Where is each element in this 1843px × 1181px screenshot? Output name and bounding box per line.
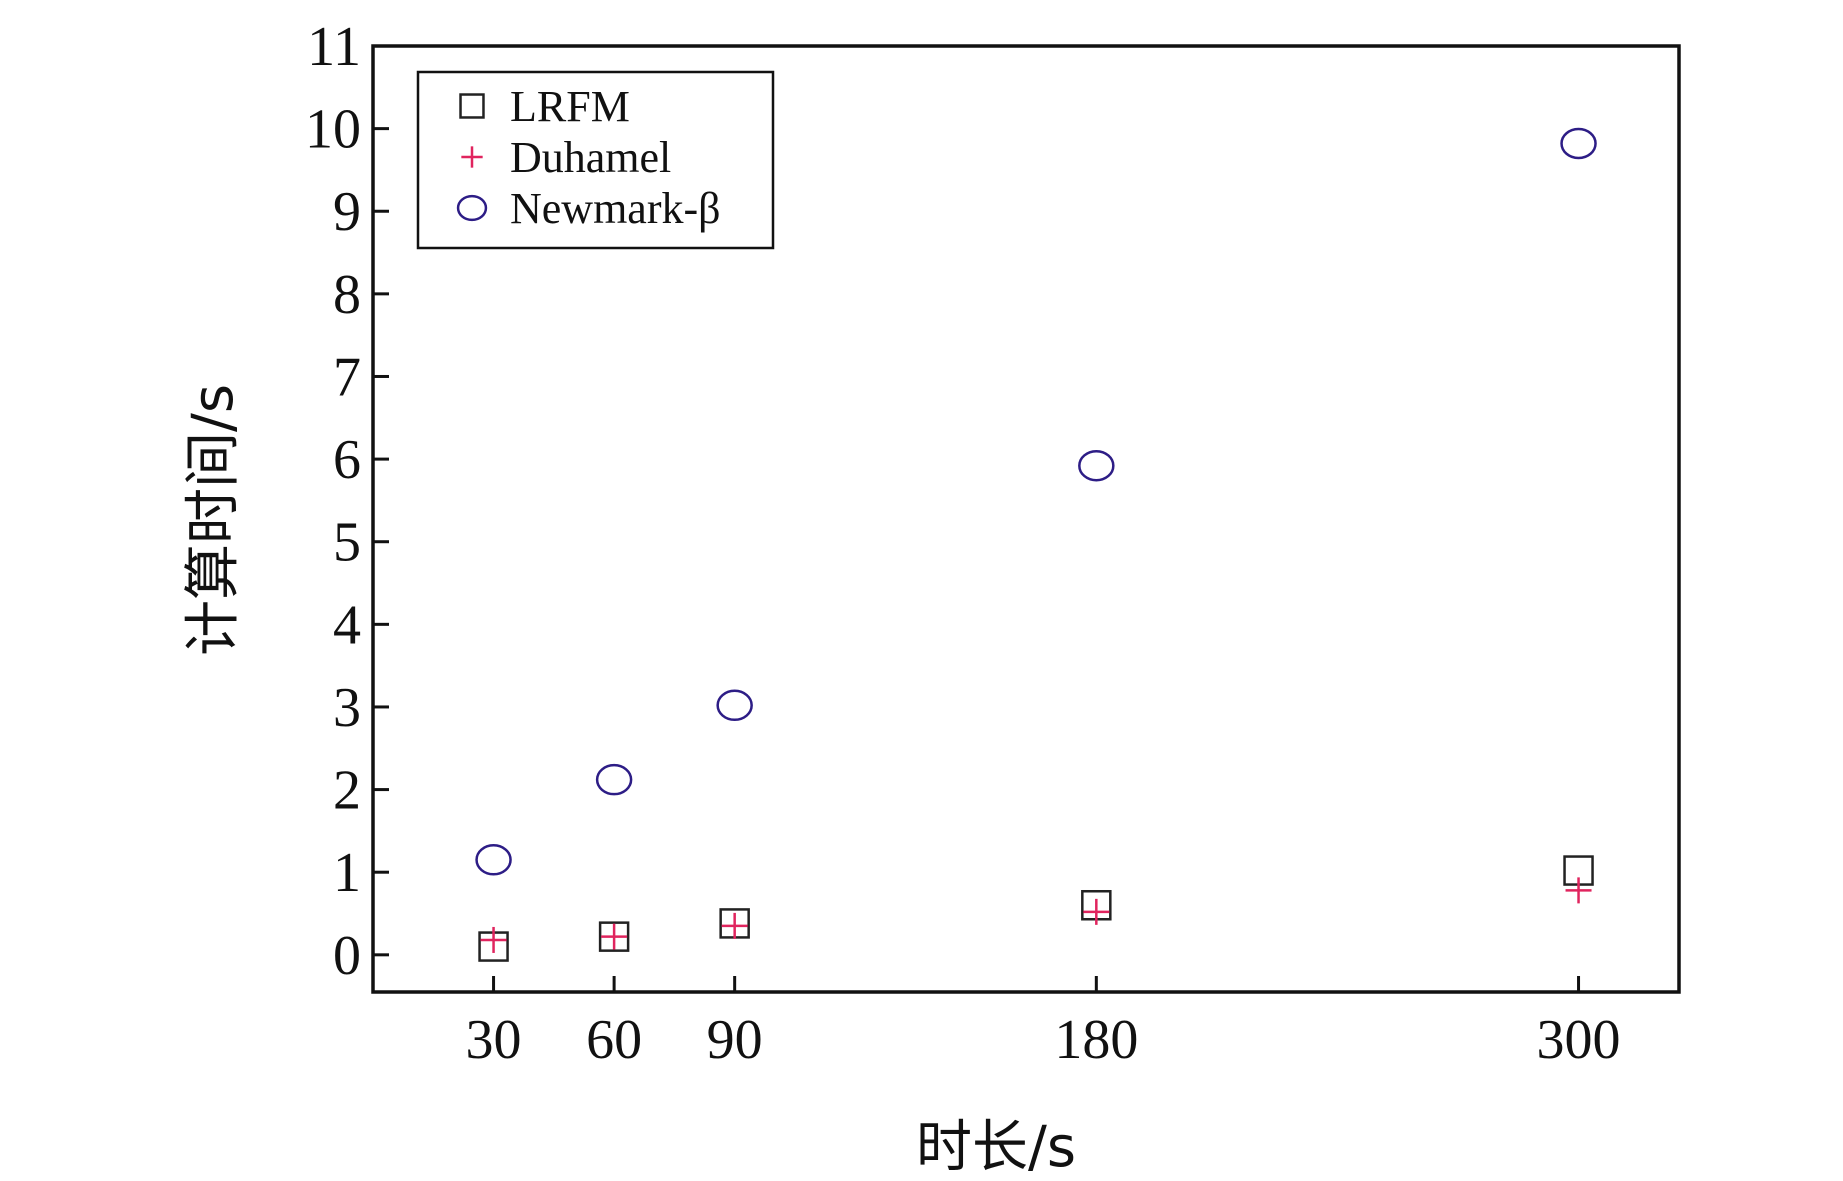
y-tick-label: 0 bbox=[333, 925, 361, 987]
y-tick-label: 8 bbox=[333, 264, 361, 326]
y-tick-label: 11 bbox=[307, 16, 361, 78]
x-tick-label: 60 bbox=[586, 1009, 642, 1071]
y-tick-label: 7 bbox=[333, 346, 361, 408]
duhamel-marker bbox=[461, 146, 483, 168]
x-tick-label: 30 bbox=[466, 1009, 522, 1071]
x-tick-label: 90 bbox=[707, 1009, 763, 1071]
duhamel-marker bbox=[480, 926, 507, 953]
newmark-marker bbox=[1078, 449, 1115, 482]
y-tick-label: 6 bbox=[333, 429, 361, 491]
duhamel-marker bbox=[721, 912, 748, 939]
newmark-marker bbox=[456, 194, 488, 222]
y-tick-label: 1 bbox=[333, 842, 361, 904]
lrfm-marker bbox=[598, 921, 630, 952]
duhamel-marker bbox=[1083, 898, 1110, 925]
y-tick-label: 10 bbox=[305, 99, 361, 161]
newmark-marker bbox=[595, 763, 633, 796]
newmark-marker bbox=[716, 689, 753, 722]
y-tick-label: 9 bbox=[333, 181, 361, 243]
x-tick-label: 180 bbox=[1054, 1009, 1138, 1071]
plot-frame bbox=[371, 44, 1681, 994]
y-axis-title: 计算时间/s bbox=[181, 384, 246, 656]
legend-label: LRFM bbox=[510, 82, 630, 131]
lrfm-marker bbox=[459, 93, 485, 119]
y-tick-label: 2 bbox=[333, 760, 361, 822]
newmark-marker bbox=[1560, 127, 1597, 160]
x-axis-title: 时长/s bbox=[916, 1115, 1076, 1180]
axis-tick-labels: 0 1 2 3 4 5 6 7 8 9 10 11 30 60 90 180 300 bbox=[305, 16, 1621, 1071]
duhamel-marker bbox=[1565, 877, 1592, 904]
legend-label: Duhamel bbox=[510, 133, 671, 182]
axis-ticks bbox=[373, 44, 1581, 992]
y-tick-label: 3 bbox=[333, 677, 361, 739]
data-markers bbox=[475, 127, 1597, 962]
x-tick-label: 300 bbox=[1537, 1009, 1621, 1071]
duhamel-marker bbox=[601, 923, 628, 950]
y-tick-label: 5 bbox=[333, 512, 361, 574]
y-tick-label: 4 bbox=[333, 594, 361, 656]
legend-label: Newmark-β bbox=[510, 184, 721, 233]
newmark-marker bbox=[475, 844, 512, 876]
